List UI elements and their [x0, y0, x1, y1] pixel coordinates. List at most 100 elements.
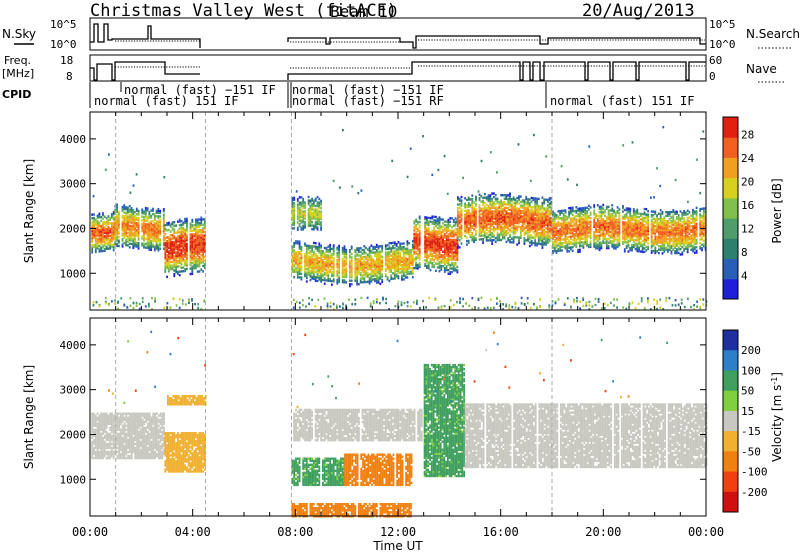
- power-cell: [112, 222, 115, 225]
- power-cell: [505, 222, 508, 226]
- power-cell: [485, 198, 488, 201]
- power-cell: [559, 249, 561, 252]
- power-cell: [112, 248, 115, 252]
- power-cell: [466, 216, 468, 219]
- power-cell: [440, 218, 443, 221]
- power-cell: [568, 207, 570, 210]
- power-cell: [327, 270, 330, 273]
- power-cell: [300, 228, 303, 231]
- power-cell: [489, 215, 492, 219]
- power-cell: [111, 231, 113, 234]
- power-cell: [442, 257, 444, 261]
- power-cell: [144, 212, 147, 215]
- power-cell: [602, 212, 605, 216]
- power-cell: [159, 224, 162, 227]
- power-cell: [564, 234, 567, 237]
- power-cell: [458, 219, 461, 222]
- power-cell: [123, 204, 126, 207]
- power-cell: [579, 248, 581, 251]
- power-cell: [445, 247, 448, 250]
- power-cell: [368, 273, 371, 276]
- power-cell: [204, 230, 206, 234]
- power-cell: [300, 226, 303, 229]
- power-cell: [496, 226, 499, 229]
- power-cell: [118, 244, 120, 248]
- power-cell: [195, 225, 197, 229]
- power-cell: [480, 234, 483, 237]
- power-cell: [427, 263, 430, 266]
- power-cell: [498, 226, 501, 229]
- power-cell: [291, 270, 294, 273]
- power-cell: [507, 206, 510, 210]
- power-cell: [402, 272, 405, 276]
- power-cell: [171, 253, 174, 256]
- power-cell: [338, 269, 340, 273]
- power-cell: [480, 195, 483, 198]
- power-cell: [132, 243, 135, 246]
- power-cell: [543, 207, 546, 210]
- power-cell: [607, 229, 610, 232]
- power-cell: [510, 210, 513, 213]
- power-cell: [442, 250, 444, 253]
- power-cell: [193, 259, 195, 263]
- power-cell: [293, 205, 296, 208]
- power-cell: [647, 226, 649, 229]
- power-cell: [507, 217, 510, 220]
- power-cell: [496, 231, 499, 234]
- power-cell: [331, 271, 333, 274]
- power-cell: [316, 217, 319, 220]
- power-cell: [134, 216, 136, 219]
- power-cell: [438, 221, 441, 224]
- power-cell: [575, 234, 578, 238]
- power-cell: [456, 251, 459, 254]
- power-cell: [582, 207, 585, 210]
- power-cell: [473, 215, 475, 218]
- power-cell: [431, 244, 434, 247]
- power-cell: [493, 212, 495, 215]
- power-cell: [528, 236, 531, 239]
- power-cell: [293, 245, 296, 248]
- power-cell: [427, 234, 430, 237]
- power-cell: [496, 222, 499, 226]
- power-cell: [354, 249, 357, 252]
- power-cell: [541, 226, 544, 230]
- power-cell: [487, 217, 490, 221]
- power-cell: [631, 216, 633, 220]
- power-cell: [338, 261, 340, 264]
- power-cell: [532, 213, 535, 216]
- power-cell: [609, 241, 612, 244]
- power-cell: [411, 243, 414, 247]
- power-cell: [502, 226, 504, 229]
- power-cell: [570, 221, 572, 224]
- power-cell: [466, 218, 468, 221]
- power-cell: [464, 227, 466, 230]
- power-cell: [159, 227, 162, 231]
- power-cell: [460, 201, 463, 204]
- power-cell: [98, 214, 101, 217]
- power-cell: [478, 220, 481, 223]
- power-cell: [155, 247, 158, 250]
- power-cell: [300, 201, 303, 204]
- power-cell: [150, 214, 153, 218]
- power-cell: [611, 236, 614, 239]
- power-cell: [114, 240, 117, 244]
- power-cell: [546, 227, 549, 230]
- power-cell: [482, 207, 484, 210]
- power-cell: [618, 215, 621, 218]
- power-cell: [570, 230, 572, 233]
- power-cell: [543, 230, 546, 233]
- power-cell: [305, 255, 308, 258]
- power-cell: [132, 232, 135, 235]
- power-cell: [157, 240, 160, 243]
- power-cell: [575, 209, 578, 213]
- power-cell: [395, 257, 398, 260]
- power-cell: [584, 210, 587, 213]
- power-cell: [313, 245, 315, 248]
- power-cell: [171, 266, 174, 269]
- power-cell: [613, 247, 615, 250]
- power-cell: [645, 229, 648, 232]
- power-cell: [404, 276, 407, 279]
- power-cell: [159, 247, 162, 250]
- power-cell: [379, 277, 382, 280]
- power-cell: [164, 227, 167, 230]
